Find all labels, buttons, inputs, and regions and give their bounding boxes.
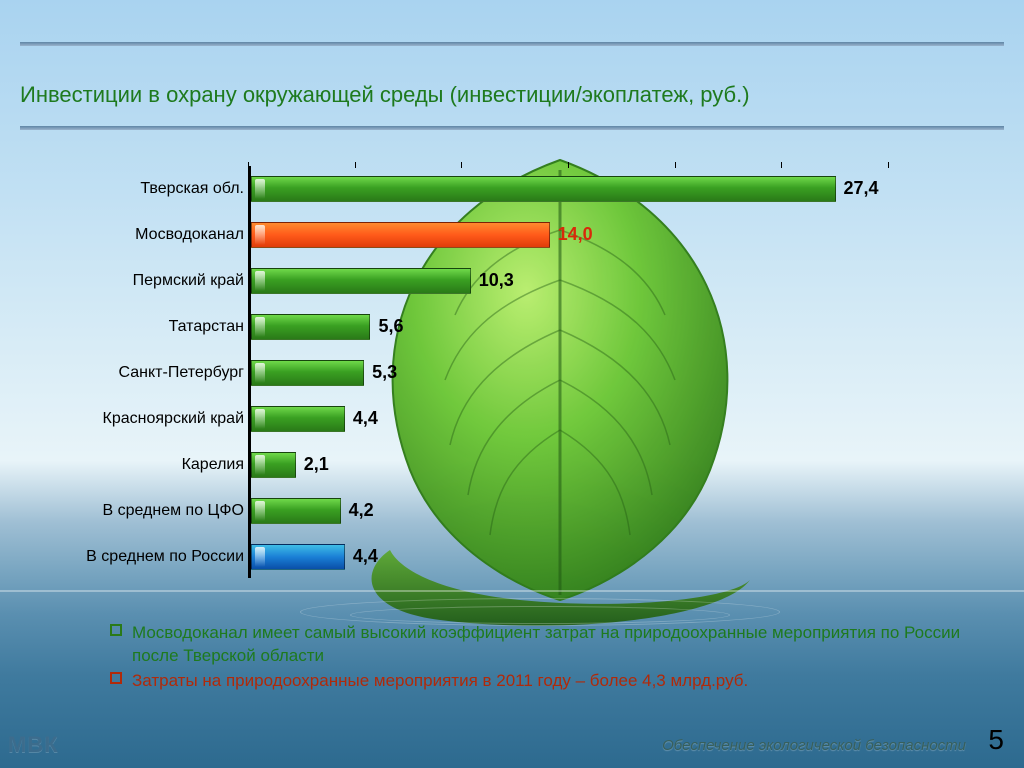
chart-row: Санкт-Петербург 5,3 [30, 358, 910, 388]
category-label: Мосводоканал [135, 226, 244, 244]
axis-tick [355, 162, 356, 168]
page-number: 5 [988, 724, 1004, 756]
bullet-list: Мосводоканал имеет самый высокий коэффиц… [110, 622, 964, 695]
axis-tick [568, 162, 569, 168]
bar [251, 406, 345, 432]
axis-tick [461, 162, 462, 168]
bar-highlight [255, 179, 265, 199]
footer-caption: Обеспечение экологической безопасности [662, 737, 966, 754]
chart-row: В среднем по ЦФО 4,2 [30, 496, 910, 526]
category-label: Красноярский край [103, 410, 244, 428]
axis-tick [781, 162, 782, 168]
bar [251, 498, 341, 524]
value-label: 5,6 [378, 316, 403, 337]
bar-highlight [255, 501, 265, 521]
category-label: В среднем по ЦФО [102, 502, 244, 520]
chart-row: Мосводоканал 14,0 [30, 220, 910, 250]
bar [251, 452, 296, 478]
bullet-text: Мосводоканал имеет самый высокий коэффиц… [132, 623, 960, 665]
value-label: 27,4 [844, 178, 879, 199]
bar [251, 222, 550, 248]
category-label: Санкт-Петербург [119, 364, 244, 382]
bullet-text: Затраты на природоохранные мероприятия в… [132, 671, 748, 690]
bar-highlight [255, 317, 265, 337]
value-label: 4,2 [349, 500, 374, 521]
bullet-marker-icon [110, 672, 122, 684]
bar-highlight [255, 225, 265, 245]
chart-row: Карелия 2,1 [30, 450, 910, 480]
title-main: Инвестиции в охрану окружающей среды [20, 82, 450, 107]
value-label: 10,3 [479, 270, 514, 291]
chart-row: Татарстан 5,6 [30, 312, 910, 342]
bullet-item: Затраты на природоохранные мероприятия в… [110, 670, 964, 693]
axis-tick [888, 162, 889, 168]
bullet-marker-icon [110, 624, 122, 636]
chart-row: В среднем по России 4,4 [30, 542, 910, 572]
value-label: 4,4 [353, 408, 378, 429]
rule-mid [20, 126, 1004, 130]
category-label: Татарстан [169, 318, 244, 336]
category-label: Пермский край [133, 272, 244, 290]
bar [251, 544, 345, 570]
value-label: 2,1 [304, 454, 329, 475]
value-label: 5,3 [372, 362, 397, 383]
rule-top [20, 42, 1004, 46]
bullet-item: Мосводоканал имеет самый высокий коэффиц… [110, 622, 964, 668]
chart-row: Пермский край 10,3 [30, 266, 910, 296]
bar-highlight [255, 363, 265, 383]
logo: МВК [8, 732, 59, 758]
slide: Инвестиции в охрану окружающей среды (ин… [0, 0, 1024, 768]
bar-highlight [255, 271, 265, 291]
value-label: 4,4 [353, 546, 378, 567]
bar-highlight [255, 455, 265, 475]
slide-title: Инвестиции в охрану окружающей среды (ин… [20, 82, 750, 108]
bar-highlight [255, 547, 265, 567]
chart-row: Тверская обл. 27,4 [30, 174, 910, 204]
category-label: В среднем по России [86, 548, 244, 566]
bar-chart: Тверская обл. 27,4 Мосводоканал 14,0 Пермски… [30, 166, 910, 596]
chart-row: Красноярский край 4,4 [30, 404, 910, 434]
bar-highlight [255, 409, 265, 429]
bar [251, 268, 471, 294]
bar [251, 176, 836, 202]
value-label: 14,0 [558, 224, 593, 245]
category-label: Тверская обл. [140, 180, 244, 198]
category-label: Карелия [182, 456, 244, 474]
title-sub: (инвестиции/экоплатеж, руб.) [450, 82, 750, 107]
bar [251, 314, 370, 340]
axis-tick [675, 162, 676, 168]
bar [251, 360, 364, 386]
axis-tick [248, 162, 249, 168]
